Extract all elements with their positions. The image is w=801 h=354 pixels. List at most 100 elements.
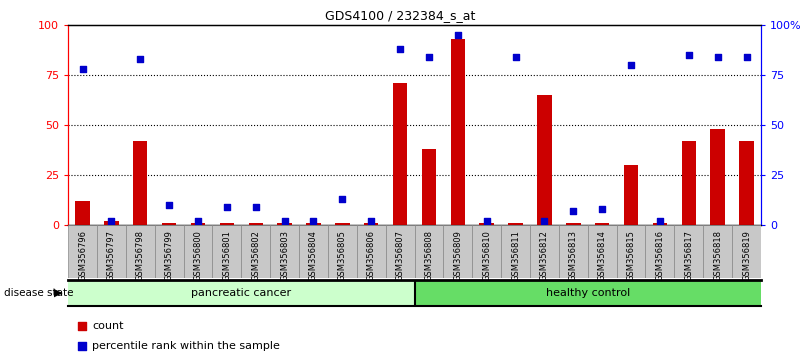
Bar xyxy=(270,225,299,278)
Point xyxy=(220,204,233,210)
Text: GSM356811: GSM356811 xyxy=(511,230,520,281)
Text: GSM356796: GSM356796 xyxy=(78,230,87,281)
Bar xyxy=(183,225,212,278)
Text: healthy control: healthy control xyxy=(545,288,630,298)
Text: GSM356801: GSM356801 xyxy=(223,230,231,281)
Point xyxy=(76,66,89,72)
Point xyxy=(249,204,262,210)
Bar xyxy=(415,225,444,278)
Point xyxy=(654,218,666,224)
Text: GSM356802: GSM356802 xyxy=(252,230,260,281)
Point xyxy=(711,54,724,59)
Bar xyxy=(646,225,674,278)
Bar xyxy=(451,39,465,225)
Point xyxy=(625,62,638,68)
Text: GSM356814: GSM356814 xyxy=(598,230,606,281)
Bar xyxy=(248,223,263,225)
Text: GSM356812: GSM356812 xyxy=(540,230,549,281)
Bar xyxy=(68,225,97,278)
Bar xyxy=(126,225,155,278)
Bar xyxy=(739,141,754,225)
Bar xyxy=(732,225,761,278)
Text: disease state: disease state xyxy=(4,288,74,298)
Point xyxy=(481,218,493,224)
Text: GSM356806: GSM356806 xyxy=(367,230,376,281)
Point xyxy=(364,218,377,224)
Bar xyxy=(364,223,378,225)
Bar xyxy=(537,95,552,225)
Text: ▶: ▶ xyxy=(54,288,62,298)
Bar xyxy=(566,223,581,225)
Text: GSM356805: GSM356805 xyxy=(338,230,347,281)
Bar xyxy=(674,225,703,278)
Text: GSM356799: GSM356799 xyxy=(165,230,174,281)
Text: count: count xyxy=(92,321,124,331)
Bar xyxy=(219,223,234,225)
Bar xyxy=(624,165,638,225)
Text: GSM356797: GSM356797 xyxy=(107,230,116,281)
Point xyxy=(307,218,320,224)
Bar xyxy=(104,221,119,225)
Text: GSM356813: GSM356813 xyxy=(569,230,578,281)
Bar xyxy=(191,223,205,225)
Bar xyxy=(710,129,725,225)
Bar xyxy=(212,225,241,278)
Bar xyxy=(473,225,501,278)
Text: GSM356804: GSM356804 xyxy=(309,230,318,281)
Point xyxy=(509,54,522,59)
Text: GSM356819: GSM356819 xyxy=(742,230,751,281)
Point xyxy=(452,32,465,38)
Bar xyxy=(595,223,610,225)
Point xyxy=(534,253,547,258)
Text: GSM356815: GSM356815 xyxy=(626,230,635,281)
Text: GSM356803: GSM356803 xyxy=(280,230,289,281)
Text: GSM356818: GSM356818 xyxy=(713,230,723,281)
Bar xyxy=(97,225,126,278)
Point xyxy=(336,196,348,202)
Bar xyxy=(530,225,559,278)
Text: GSM356807: GSM356807 xyxy=(396,230,405,281)
Bar xyxy=(306,223,320,225)
Bar xyxy=(501,225,530,278)
Point xyxy=(423,54,436,59)
Point xyxy=(163,202,175,207)
Bar xyxy=(682,141,696,225)
Point xyxy=(567,208,580,213)
Point xyxy=(105,218,118,224)
Text: GSM356810: GSM356810 xyxy=(482,230,491,281)
Text: GSM356817: GSM356817 xyxy=(684,230,694,281)
Bar xyxy=(241,225,270,278)
Point xyxy=(682,52,695,58)
Text: GSM356798: GSM356798 xyxy=(135,230,145,281)
Bar xyxy=(559,225,588,278)
Point xyxy=(534,79,547,85)
Bar xyxy=(480,223,494,225)
Bar xyxy=(392,83,407,225)
Bar xyxy=(703,225,732,278)
Bar xyxy=(422,149,437,225)
Bar xyxy=(75,201,90,225)
Text: pancreatic cancer: pancreatic cancer xyxy=(191,288,292,298)
Text: GDS4100 / 232384_s_at: GDS4100 / 232384_s_at xyxy=(325,9,476,22)
Point xyxy=(278,218,291,224)
Bar xyxy=(588,225,617,278)
Bar xyxy=(68,280,415,306)
Point xyxy=(134,56,147,62)
Bar xyxy=(415,280,761,306)
Text: GSM356809: GSM356809 xyxy=(453,230,462,281)
Bar xyxy=(653,223,667,225)
Text: percentile rank within the sample: percentile rank within the sample xyxy=(92,341,280,350)
Text: GSM356816: GSM356816 xyxy=(655,230,664,281)
Bar xyxy=(162,223,176,225)
Bar xyxy=(617,225,646,278)
Bar xyxy=(299,225,328,278)
Point xyxy=(191,218,204,224)
Point xyxy=(596,206,609,212)
Bar xyxy=(277,223,292,225)
Text: GSM356808: GSM356808 xyxy=(425,230,433,281)
Bar xyxy=(509,223,523,225)
Bar xyxy=(444,225,473,278)
Bar xyxy=(385,225,415,278)
Point xyxy=(538,218,551,224)
Bar xyxy=(335,223,349,225)
